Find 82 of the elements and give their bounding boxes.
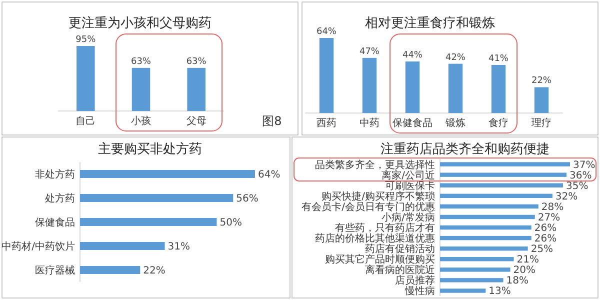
x-tick-label: 理疗 [532, 117, 552, 129]
bar [440, 183, 563, 188]
bar [491, 64, 506, 113]
bar [440, 236, 532, 240]
data-label: 20% [513, 265, 536, 276]
x-tick-label: 中药 [360, 117, 380, 129]
y-tick-label: 品类繁多齐全，更具选择性 [315, 158, 435, 171]
data-label: 63% [130, 56, 152, 67]
data-label: 18% [506, 276, 528, 287]
x-tick-label: 食疗 [488, 117, 508, 129]
y-tick-label: 小病/常发病 [382, 211, 435, 224]
y-tick-label: 离家/公司近 [382, 169, 435, 182]
y-tick-label: 购买快捷/购买程序不繁琐 [322, 190, 435, 202]
bar [405, 61, 420, 113]
bar [80, 170, 255, 178]
y-tick-label: 非处方药 [35, 168, 75, 180]
x-tick-label: 父母 [186, 115, 206, 127]
bar [440, 268, 510, 272]
bar [80, 266, 140, 274]
bar [440, 194, 552, 198]
data-label: 50% [220, 218, 242, 228]
data-label: 36% [569, 170, 592, 182]
bar [440, 278, 504, 282]
bar [80, 242, 165, 250]
bar [440, 257, 514, 262]
data-label: 28% [541, 202, 564, 213]
y-tick-label: 药店的价格比其他渠道优惠 [315, 232, 435, 245]
bar [440, 204, 538, 209]
bar [440, 172, 566, 177]
y-tick-label: 离看病的医院近 [365, 264, 435, 276]
y-tick-label: 购买其它产品时顺便购买 [325, 254, 435, 266]
y-tick-label: 有些药，只有药店才有 [335, 222, 435, 234]
bar [440, 225, 532, 230]
data-label: 31% [168, 242, 190, 252]
data-label: 95% [76, 35, 96, 45]
chart-title: 更注重为小孩和父母购药 [68, 16, 212, 31]
data-label: 25% [530, 244, 554, 256]
bar [80, 218, 217, 226]
data-label: 64% [258, 170, 280, 180]
y-tick-label: 医疗器械 [35, 264, 75, 276]
data-label: 32% [555, 191, 578, 202]
x-tick-label: 锻炼 [444, 117, 466, 129]
data-label: 41% [488, 54, 509, 64]
chart-title: 注重药店品类齐全和购药便捷 [380, 141, 550, 157]
bar [534, 87, 549, 113]
data-label: 64% [316, 27, 337, 37]
y-tick-label: 慢性病 [404, 285, 435, 298]
y-tick-label: 可刷医保卡 [385, 180, 435, 192]
data-label: 21% [516, 254, 540, 266]
y-tick-label: 店员推荐 [395, 274, 435, 287]
y-tick-label: 药店有促销活动 [365, 243, 435, 256]
bar [440, 288, 486, 293]
y-tick-label: 有会员卡/会员日有专门的优惠 [302, 200, 435, 213]
y-tick-label: 处方药 [45, 192, 75, 204]
y-tick-label: 中药材/中药饮片 [2, 240, 75, 252]
caption: 图8 [262, 114, 282, 128]
data-label: 26% [534, 234, 557, 245]
x-tick-label: 西药 [316, 117, 336, 129]
data-label: 26% [534, 223, 557, 234]
x-tick-label: 小孩 [131, 115, 151, 127]
y-tick-label: 保健食品 [35, 216, 75, 228]
data-label: 44% [402, 50, 423, 60]
data-label: 22% [531, 76, 552, 86]
bar [362, 58, 377, 113]
data-label: 47% [359, 46, 380, 57]
bar [319, 38, 334, 113]
data-label: 35% [566, 180, 588, 192]
bar [440, 162, 570, 166]
chart-title: 主要购买非处方药 [98, 141, 202, 157]
data-label: 42% [445, 52, 466, 63]
bar [448, 64, 463, 113]
bar [80, 194, 234, 202]
bar [440, 246, 528, 251]
bar [440, 214, 535, 220]
chart-title: 相对更注重食疗和锻炼 [365, 16, 495, 31]
data-label: 37% [573, 160, 596, 171]
data-label: 27% [538, 212, 560, 224]
x-tick-label: 自己 [76, 115, 96, 127]
data-label: 13% [488, 286, 511, 298]
data-label: 63% [186, 56, 207, 67]
data-label: 22% [143, 266, 166, 276]
data-label: 56% [236, 194, 258, 204]
